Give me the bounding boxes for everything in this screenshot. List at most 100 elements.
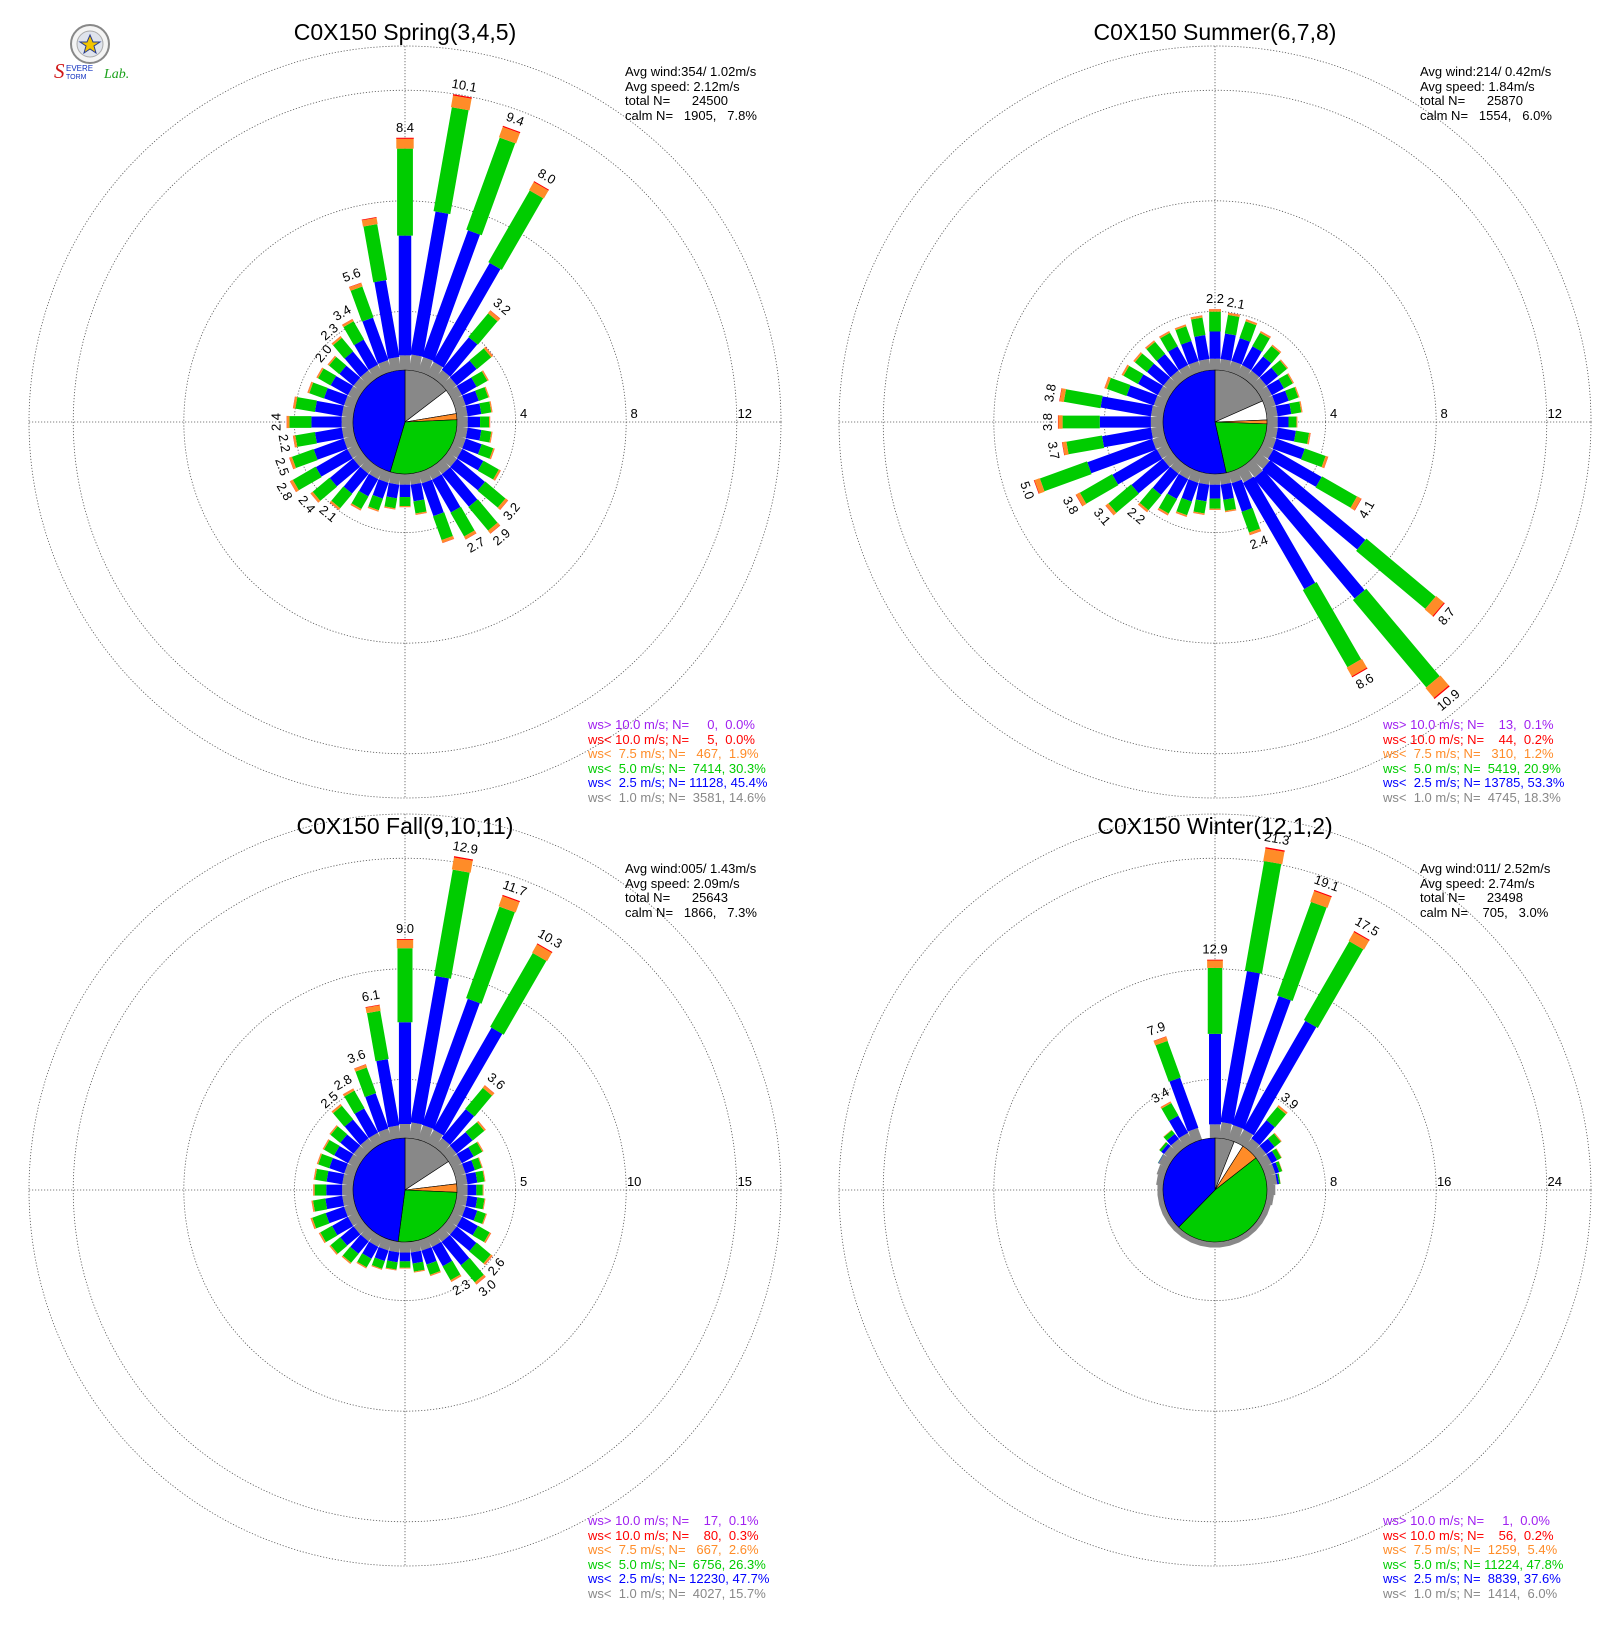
legend-entry: ws> 10.0 m/s; N= 17, 0.1%: [588, 1513, 759, 1528]
wind-bar-segment: [1302, 582, 1362, 668]
wind-bar-segment: [468, 1142, 483, 1157]
wind-bar-segment: [387, 1250, 400, 1263]
wind-bar-segment: [450, 95, 472, 111]
wind-bar-segment: [421, 479, 444, 517]
wind-bar-segment: [1271, 1162, 1280, 1174]
wind-bar-segment: [1224, 314, 1240, 336]
wind-bar-segment: [1350, 496, 1362, 511]
wind-bar-segment: [1251, 1219, 1263, 1231]
wind-bar-segment: [1200, 1240, 1211, 1248]
wind-bar-segment: [317, 368, 337, 386]
wind-bar-segment: [314, 400, 344, 417]
ring-label: 8: [1330, 1174, 1337, 1189]
wind-bar-segment: [384, 506, 396, 510]
wind-bar-segment: [1307, 432, 1311, 445]
grid-ring: [882, 89, 1548, 755]
wind-bar-segment: [429, 1271, 441, 1276]
wind-bar-segment: [1265, 406, 1278, 419]
wind-bar-segment: [384, 507, 396, 510]
wind-bar-segment: [426, 1232, 441, 1248]
ring-label: 4: [1330, 406, 1337, 421]
wind-bar-segment: [385, 1260, 398, 1270]
wind-bar-segment: [316, 367, 324, 379]
wind-bar-segment: [322, 1139, 330, 1150]
bar-label: 6.1: [361, 987, 381, 1005]
wind-bar-segment: [318, 1232, 326, 1244]
wind-bar-segment: [316, 1153, 321, 1164]
wind-bar-segment: [1223, 497, 1236, 511]
logo-storm: TORM: [66, 74, 87, 81]
wind-bar-segment: [329, 458, 361, 487]
wind-bar-segment: [291, 448, 318, 469]
wind-bar-segment: [368, 494, 383, 511]
wind-bar-segment: [1153, 395, 1168, 410]
grid-ring: [72, 89, 738, 755]
avg-wind: Avg wind:214/ 0.42m/s: [1420, 64, 1552, 79]
wind-bar-segment: [361, 217, 377, 221]
wind-bar-segment: [468, 313, 498, 345]
wind-bar-segment: [484, 1255, 493, 1265]
wind-bar-segment: [1220, 482, 1234, 500]
wind-bar-segment: [1265, 1194, 1274, 1206]
wind-bar-segment: [354, 1064, 368, 1072]
wind-bar-segment: [1262, 1163, 1276, 1178]
wind-bar-segment: [461, 1160, 476, 1174]
legend-entry: ws> 10.0 m/s; N= 1, 0.0%: [1383, 1513, 1550, 1528]
wind-bar-segment: [482, 1184, 484, 1196]
wind-bar-segment: [408, 1240, 421, 1253]
wind-bar-segment: [465, 1122, 485, 1141]
wind-bar-segment: [344, 1202, 358, 1217]
wind-bar-segment: [1104, 376, 1111, 390]
wind-bar-segment: [1288, 416, 1297, 428]
wind-bar-segment: [1188, 361, 1203, 375]
wind-bar-segment: [442, 538, 455, 544]
wind-bar-segment: [466, 137, 516, 236]
wind-bar-segment: [365, 1093, 389, 1133]
wind-bar-segment: [498, 126, 520, 144]
bar-label: 2.2: [276, 433, 294, 453]
wind-bar-segment: [433, 107, 469, 215]
wind-bar-segment: [295, 397, 317, 413]
bar-label: 2.4: [269, 413, 284, 431]
wind-bar-segment: [1190, 315, 1203, 320]
wind-bar-segment: [1219, 1240, 1230, 1248]
wind-bar-segment: [460, 1257, 484, 1283]
wind-bar-segment: [1162, 1211, 1173, 1224]
wind-bar-segment: [1151, 425, 1165, 439]
wind-bar-segment: [312, 1198, 328, 1212]
wind-bar-segment: [348, 282, 362, 288]
bar-label: 3.8: [1040, 413, 1055, 431]
wind-bar-segment: [1059, 388, 1062, 402]
bar-label: 10.1: [451, 76, 479, 95]
wind-bar-segment: [289, 416, 312, 428]
wind-bar-segment: [1272, 344, 1282, 353]
wind-bar-segment: [1207, 960, 1223, 968]
wind-bar-segment: [327, 355, 336, 365]
wind-bar-segment: [1227, 360, 1242, 375]
legend: ws> 10.0 m/s; N= 0, 0.0% ws< 10.0 m/s; N=…: [588, 717, 767, 805]
wind-bar-segment: [309, 382, 328, 399]
panel-fall: 5 10 15 9.0 12.9 11.7 10.3 3.6 2.6 3.0 2.3 2.5 2.8 3.…: [0, 800, 810, 1620]
wind-bar-segment: [355, 1067, 377, 1098]
wind-bar-segment: [1175, 511, 1188, 517]
wind-bar-segment: [475, 1197, 485, 1210]
wind-bar-segment: [1287, 373, 1294, 384]
wind-bar-segment: [1242, 1020, 1317, 1136]
wind-bar-segment: [484, 386, 490, 398]
wind-bar-segment: [1156, 1174, 1165, 1186]
wind-bar-segment: [347, 1211, 363, 1226]
grid-ring: [882, 857, 1548, 1523]
wind-bar-segment: [293, 435, 298, 448]
wind-bar-segment: [385, 1268, 397, 1271]
wind-bar-segment: [328, 356, 347, 375]
wind-bar-segment: [1259, 367, 1279, 386]
wind-bar-segment: [1190, 1237, 1202, 1246]
wind-bar-segment: [451, 857, 473, 873]
wind-bar-segment: [1156, 443, 1173, 459]
wind-bar-segment: [490, 431, 493, 443]
wind-bar-segment: [1105, 503, 1117, 516]
wind-bar-segment: [471, 371, 488, 387]
wind-bar-segment: [1123, 365, 1144, 385]
wind-bar-segment: [374, 280, 400, 359]
wind-bar-segment: [374, 1247, 389, 1262]
